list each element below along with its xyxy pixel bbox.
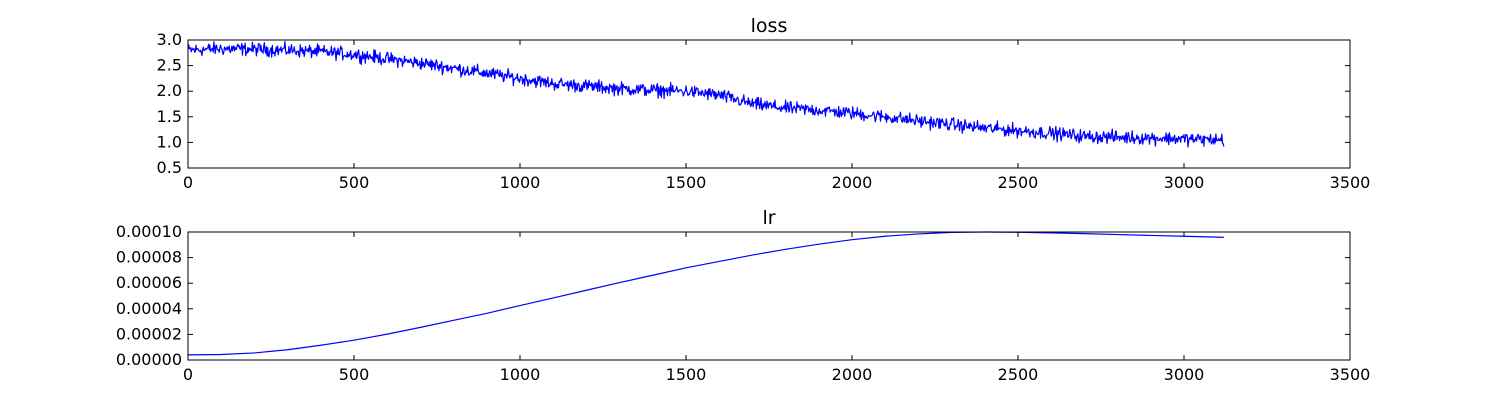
x-tick-label: 3000 [1164,365,1205,384]
axes-frame-lr [187,231,1351,361]
x-tick-label: 0 [183,365,193,384]
x-tick-label: 1500 [666,173,707,192]
axes-frame-loss [187,39,1351,169]
y-tick-label: 0.00006 [116,273,182,292]
x-tick-label: 1000 [500,365,541,384]
series-line-lr [187,231,1224,356]
x-tick-label: 500 [339,173,370,192]
x-tick-label: 2000 [832,365,873,384]
x-tick-label: 500 [339,365,370,384]
y-tick-label: 0.00002 [116,324,182,343]
y-tick-label: 0.00004 [116,299,182,318]
x-tick-label: 3000 [1164,173,1205,192]
y-tick-label: 2.5 [157,56,182,75]
y-tick-label: 1.0 [157,132,182,151]
x-tick-label: 3500 [1330,173,1371,192]
chart-panel-lr: lr 0 500 1000 1500 2000 2500 3000 3500 0.00000 0.0… [116,207,1371,384]
series-line-loss [187,40,1225,148]
y-tick-label: 1.5 [157,107,182,126]
y-tick-label: 0.00008 [116,248,182,267]
y-tick-label: 2.0 [157,81,182,100]
x-tick-label: 3500 [1330,365,1371,384]
y-tick-label: 3.0 [157,30,182,49]
y-tick-label: 0.5 [157,158,182,177]
x-tick-label: 2000 [832,173,873,192]
y-tick-label: 0.00000 [116,350,182,369]
x-tick-label: 2500 [998,173,1039,192]
y-tick-label: 0.00010 [116,222,182,241]
chart-title-loss: loss [751,15,788,37]
chart-title-lr: lr [762,207,775,229]
chart-panel-loss: loss 0 500 1000 1500 2000 2500 3000 3500 0.5 1.0 1.… [157,15,1371,192]
x-tick-label: 1500 [666,365,707,384]
x-tick-label: 2500 [998,365,1039,384]
x-tick-label: 1000 [500,173,541,192]
x-tick-label: 0 [183,173,193,192]
